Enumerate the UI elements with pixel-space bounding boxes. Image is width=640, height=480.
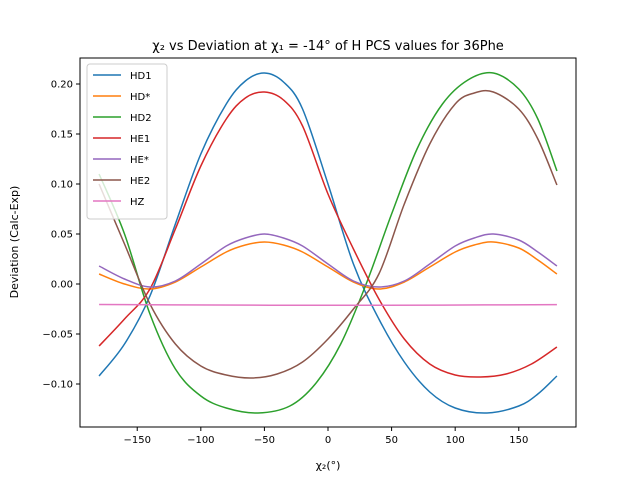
y-tick-label: 0.00 [51,280,73,291]
legend-label: HE1 [130,134,150,145]
series-line-he2 [98,89,558,379]
legend-label: HZ [130,197,145,208]
legend-label: HE2 [130,176,150,187]
legend: HD1 HD* HD2 HE1 HE* HE2 HZ [86,63,168,220]
series-line-hd1 [98,72,558,414]
chart-title: χ₂ vs Deviation at χ₁ = -14° of H PCS va… [152,39,504,54]
series-line-hestar [98,233,558,288]
legend-box [86,63,168,220]
x-tick-label: −50 [254,435,275,446]
y-axis: −0.10 −0.05 0.00 0.05 0.10 0.15 0.20 [42,80,80,391]
series-line-hdstar [98,241,558,290]
y-tick-label: −0.10 [42,380,73,391]
y-tick-label: 0.20 [51,80,73,91]
y-tick-label: −0.05 [42,330,73,341]
y-tick-label: 0.10 [51,180,73,191]
plot-frame [79,57,577,428]
y-axis-title: Deviation (Calc-Exp) [8,186,21,299]
x-tick-label: −100 [187,435,214,446]
legend-label: HD* [130,92,150,103]
x-tick-label: 50 [385,435,398,446]
y-tick-label: 0.15 [51,130,73,141]
plot-area [98,71,558,414]
x-axis: −150 −100 −50 0 50 100 150 [123,427,528,446]
x-tick-label: 100 [446,435,465,446]
series-line-he1 [98,91,558,378]
x-tick-label: −150 [123,435,150,446]
x-tick-label: 150 [509,435,528,446]
legend-label: HD1 [130,71,152,82]
series-line-hd2 [98,71,558,414]
legend-label: HD2 [130,113,152,124]
y-tick-label: 0.05 [51,230,73,241]
x-tick-label: 0 [325,435,331,446]
legend-label: HE* [130,155,149,166]
series-line-hz [99,303,557,307]
x-axis-title: χ₂(°) [316,459,341,472]
